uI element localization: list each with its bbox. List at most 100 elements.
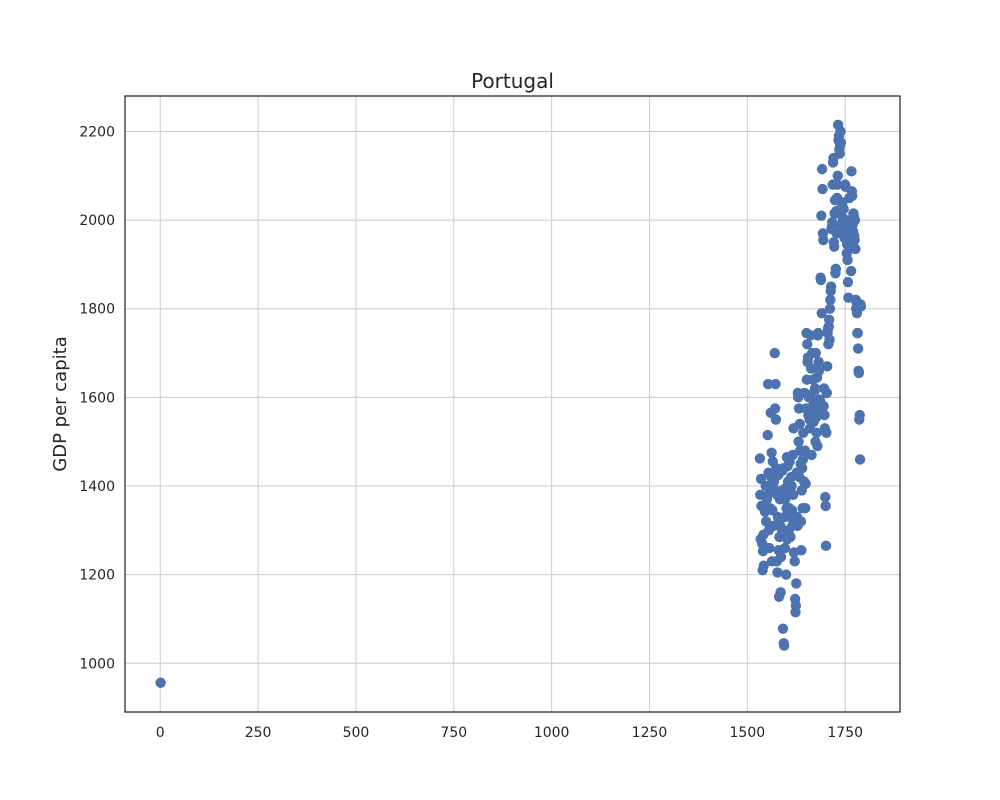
y-tick-label: 2200: [79, 124, 115, 140]
data-point: [809, 383, 821, 394]
data-point: [818, 401, 829, 412]
x-tick-label: 500: [343, 725, 370, 741]
data-point: [813, 365, 825, 376]
x-tick-label: 1750: [827, 725, 863, 741]
data-point: [785, 531, 796, 543]
data-point: [824, 334, 835, 345]
data-point: [815, 274, 827, 286]
plot-frame: [124, 95, 901, 713]
data-point: [824, 303, 836, 314]
data-point: [813, 356, 824, 368]
y-tick-label: 1600: [79, 390, 115, 406]
data-point: [832, 170, 843, 181]
x-tick-label: 1250: [632, 725, 668, 741]
x-tick-label: 0: [156, 725, 165, 741]
data-point: [842, 276, 854, 288]
data-point: [762, 429, 773, 441]
x-tick-label: 1000: [534, 725, 570, 741]
data-point: [800, 478, 811, 489]
data-point: [819, 409, 830, 421]
data-point: [853, 367, 865, 379]
data-point: [777, 623, 789, 634]
data-point: [842, 254, 853, 266]
data-point: [854, 409, 865, 421]
data-point: [770, 414, 782, 425]
data-point: [820, 540, 832, 552]
y-axis-label: GDP per capita: [50, 336, 71, 471]
data-point: [779, 542, 791, 554]
x-tick-label: 750: [440, 725, 467, 741]
data-point: [830, 263, 842, 275]
data-point: [821, 387, 833, 399]
data-point: [802, 338, 813, 350]
data-point: [810, 347, 822, 359]
data-point: [758, 560, 769, 571]
data-point: [832, 179, 843, 190]
data-point: [764, 542, 775, 554]
data-point: [789, 556, 800, 567]
data-point: [766, 447, 777, 458]
x-tick-label: 250: [245, 725, 272, 741]
data-point: [820, 491, 831, 503]
data-point: [793, 436, 804, 447]
data-point: [762, 378, 774, 390]
data-point: [821, 361, 833, 372]
data-point: [812, 440, 823, 452]
data-point: [778, 640, 790, 651]
data-point: [827, 217, 838, 228]
data-point: [775, 551, 787, 563]
y-tick-label: 1000: [79, 656, 115, 672]
data-point: [786, 480, 797, 492]
data-point: [770, 378, 781, 390]
data-point: [852, 327, 863, 339]
data-point: [816, 163, 828, 175]
data-point: [769, 347, 780, 359]
data-point: [787, 489, 799, 501]
data-point: [821, 427, 832, 439]
data-point: [795, 516, 807, 527]
data-point: [796, 463, 808, 474]
data-point: [775, 587, 786, 598]
data-point: [811, 427, 822, 439]
data-point: [847, 190, 858, 201]
x-axis-ticks: 0 250 500 750 1000 1250 1500 1750: [156, 725, 863, 741]
data-point: [854, 454, 866, 465]
y-tick-label: 2000: [79, 213, 115, 229]
data-point: [849, 234, 860, 246]
x-tick-label: 1500: [730, 725, 766, 741]
data-point: [855, 301, 867, 312]
data-point: [791, 578, 802, 589]
data-point: [825, 281, 837, 292]
data-point: [846, 166, 857, 177]
data-point: [780, 569, 792, 580]
data-point: [155, 677, 166, 688]
data-point: [835, 126, 846, 137]
data-point: [852, 343, 864, 354]
data-points: [155, 119, 867, 688]
data-point: [834, 148, 845, 159]
y-tick-label: 1400: [79, 479, 115, 495]
data-point: [796, 545, 807, 556]
grid: [125, 96, 900, 712]
data-point: [829, 241, 840, 252]
data-point: [794, 418, 805, 430]
y-tick-label: 1800: [79, 302, 115, 318]
data-point: [825, 294, 836, 306]
data-point: [805, 363, 817, 374]
data-point: [838, 203, 849, 215]
data-point: [817, 183, 828, 195]
data-point: [818, 234, 829, 246]
chart-title: Portugal: [471, 69, 554, 93]
data-point: [820, 500, 831, 512]
data-point: [845, 265, 857, 277]
data-point: [806, 449, 817, 461]
data-point: [812, 327, 824, 339]
data-point: [835, 137, 847, 148]
data-point: [790, 600, 802, 611]
data-point: [816, 210, 827, 221]
data-point: [849, 214, 861, 226]
data-point: [772, 567, 783, 578]
data-point: [754, 453, 766, 464]
